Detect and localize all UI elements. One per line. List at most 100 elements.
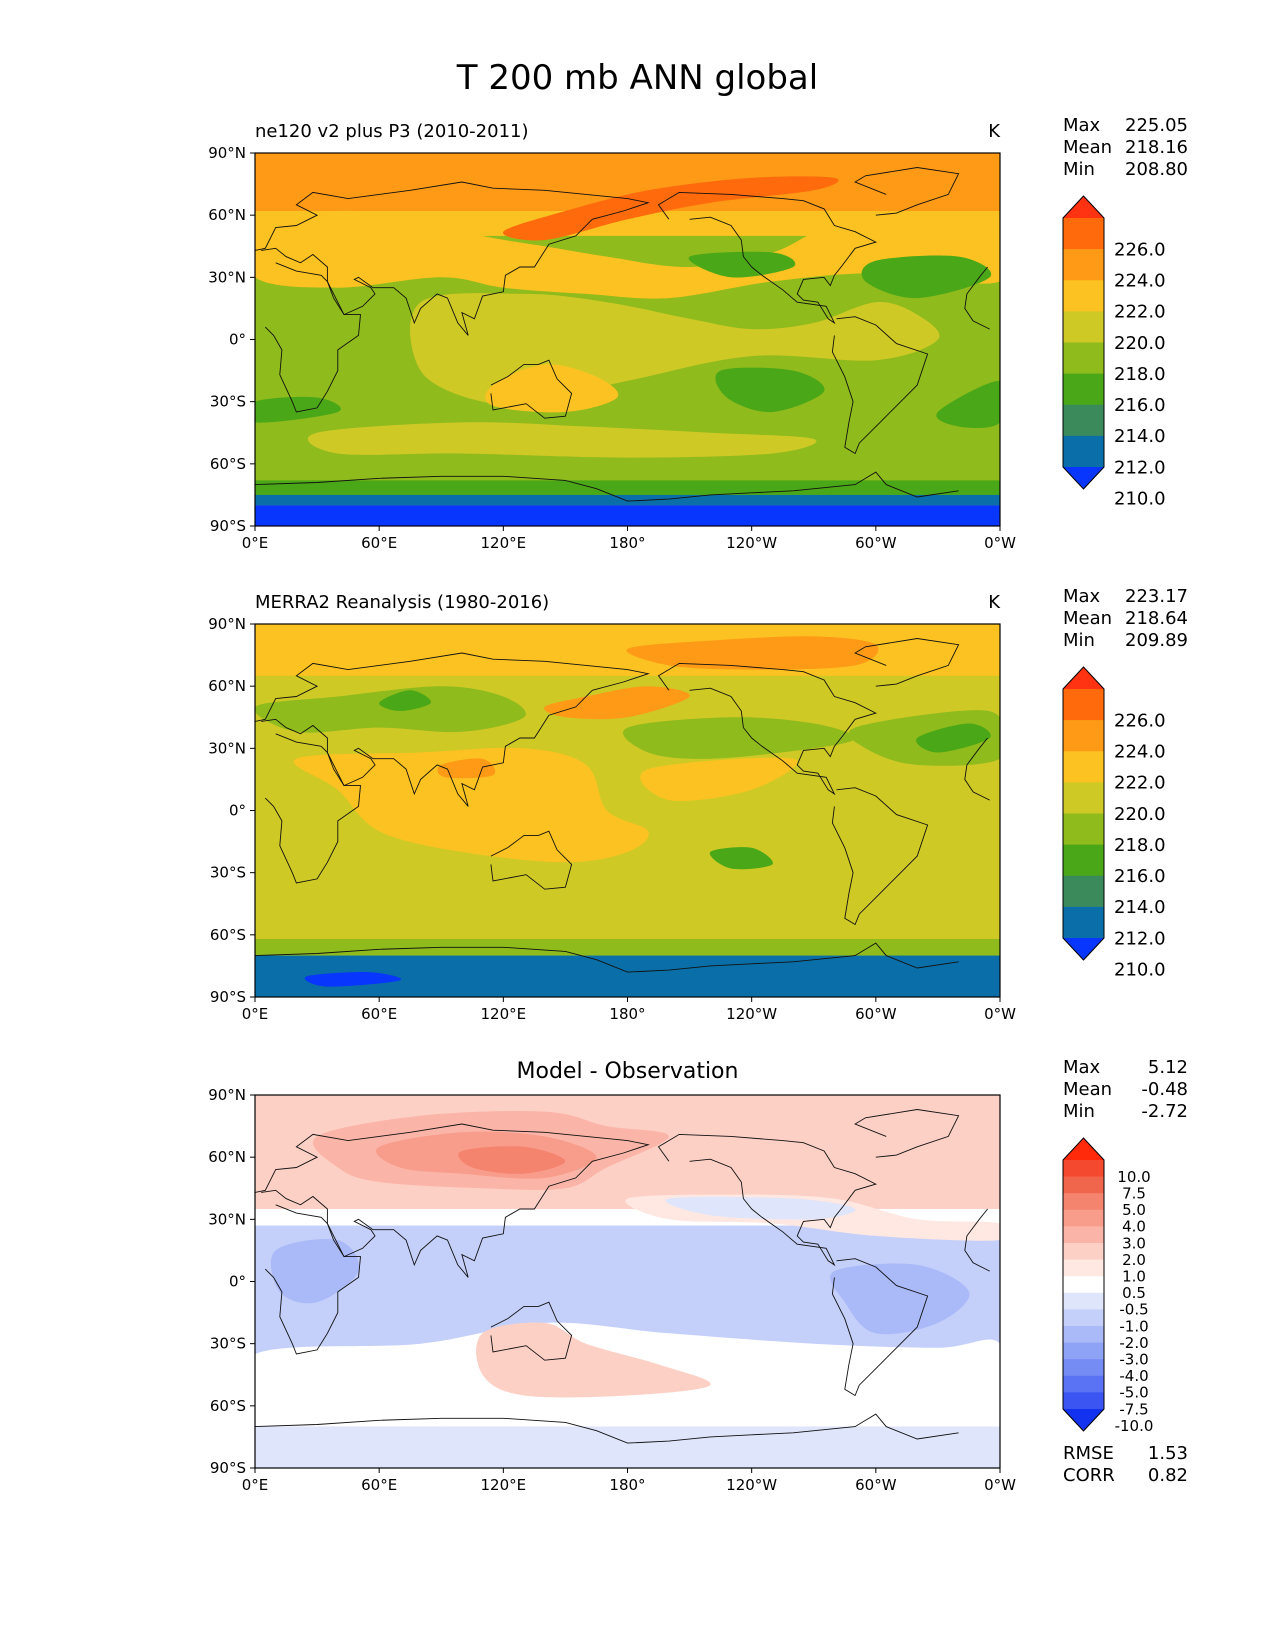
colorbar-tick-label: 226.0 bbox=[1114, 710, 1166, 731]
colorbar-tick-label: 216.0 bbox=[1114, 395, 1166, 416]
colorbar-outline bbox=[1062, 666, 1105, 961]
coastline-2-0 bbox=[490, 830, 573, 890]
contour-band-4 bbox=[255, 505, 1000, 526]
colorbar-tick-label: 210.0 bbox=[1114, 488, 1166, 509]
colorbar-segment bbox=[1063, 1359, 1104, 1377]
coastline-1-1 bbox=[255, 652, 650, 807]
colorbar-segment bbox=[1063, 1259, 1104, 1277]
colorbar-segment bbox=[1063, 1209, 1104, 1227]
colorbar-tick-label: 226.0 bbox=[1114, 239, 1166, 260]
lon-tick-label: 0°E bbox=[242, 1476, 269, 1494]
stat-label: Mean bbox=[1063, 137, 1113, 158]
lon-tick-label: 120°W bbox=[726, 1005, 777, 1023]
stat-label: RMSE bbox=[1063, 1443, 1114, 1464]
lon-tick-label: 60°E bbox=[361, 1005, 397, 1023]
colorbar-tick-label: 220.0 bbox=[1114, 333, 1166, 354]
lon-tick-label: 60°E bbox=[361, 534, 397, 552]
colorbar-tick-label: -7.5 bbox=[1119, 1400, 1148, 1418]
lat-tick-label: 60°N bbox=[208, 1148, 246, 1166]
lat-tick-label: 60°S bbox=[210, 455, 246, 473]
colorbar-tick-label: 7.5 bbox=[1122, 1184, 1146, 1202]
colorbar-extend-max bbox=[1063, 196, 1104, 218]
lat-tick-label: 60°N bbox=[208, 206, 246, 224]
lon-tick-label: 120°E bbox=[481, 1005, 527, 1023]
panel-left-title: ne120 v2 plus P3 (2010-2011) bbox=[255, 121, 529, 142]
lon-tick-label: 120°E bbox=[481, 534, 527, 552]
stat-label: Max bbox=[1063, 115, 1101, 136]
panel-units-label: K bbox=[988, 592, 1000, 613]
contour-region-5 bbox=[476, 1322, 711, 1398]
map-axes: 90°N 60°N 30°N 0° 30°S 60°S 90°S0°E 60°E 120°E 18… bbox=[208, 615, 1016, 1023]
stat-value: 218.64 bbox=[1125, 608, 1188, 629]
colorbar-segment bbox=[1063, 1375, 1104, 1393]
lon-tick-label: 120°W bbox=[726, 1476, 777, 1494]
coastline-5-0 bbox=[854, 1109, 960, 1158]
colorbar-tick-label: 3.0 bbox=[1122, 1234, 1146, 1252]
colorbar-segment bbox=[1063, 1392, 1104, 1410]
contour-region-10 bbox=[379, 690, 432, 711]
lat-tick-label: 90°N bbox=[208, 144, 246, 162]
figure-title: T 200 mb ANN global bbox=[456, 58, 819, 98]
colorbar: 226.0 224.0 222.0 220.0 218.0 216.0 214.0 212.0… bbox=[1062, 666, 1166, 980]
stat-value: 0.82 bbox=[1147, 1465, 1188, 1486]
colorbar-tick-label: -4.0 bbox=[1119, 1367, 1148, 1385]
colorbar-extend-min bbox=[1063, 938, 1104, 960]
stat-label: CORR bbox=[1063, 1465, 1115, 1486]
colorbar-tick-label: 214.0 bbox=[1114, 897, 1166, 918]
contour-region-1 bbox=[622, 717, 856, 759]
lat-tick-label: 60°S bbox=[210, 926, 246, 944]
colorbar-segment bbox=[1063, 249, 1104, 281]
stat-row: Min 208.80 bbox=[1063, 159, 1188, 181]
colorbar-tick-label: 5.0 bbox=[1122, 1201, 1146, 1219]
colorbar-outline bbox=[1062, 195, 1105, 490]
coastline-6-0 bbox=[255, 471, 959, 502]
colorbar-extend-max bbox=[1063, 1138, 1104, 1160]
colorbar-segment bbox=[1063, 373, 1104, 406]
colorbar-tick-label: 218.0 bbox=[1114, 835, 1166, 856]
colorbar-segment bbox=[1063, 1309, 1104, 1327]
contour-region-10 bbox=[255, 396, 341, 423]
colorbar-outline bbox=[1062, 1137, 1105, 1432]
stat-value: 209.89 bbox=[1125, 630, 1188, 651]
colorbar-segment bbox=[1063, 1342, 1104, 1360]
colorbar-tick-label: 10.0 bbox=[1117, 1168, 1150, 1186]
lat-tick-label: 30°S bbox=[210, 1335, 246, 1353]
lon-tick-label: 60°W bbox=[855, 1476, 897, 1494]
contour-region-2 bbox=[307, 422, 817, 458]
lat-tick-label: 90°S bbox=[210, 1459, 246, 1477]
contour-region-9 bbox=[327, 1429, 974, 1449]
lon-tick-label: 0°W bbox=[984, 534, 1016, 552]
colorbar-tick-label: 214.0 bbox=[1114, 426, 1166, 447]
lon-tick-label: 0°E bbox=[242, 1005, 269, 1023]
lon-tick-label: 0°W bbox=[984, 1005, 1016, 1023]
colorbar-tick-label: -5.0 bbox=[1119, 1384, 1148, 1402]
coastline-0-1 bbox=[264, 1204, 361, 1355]
colorbar-segment bbox=[1063, 875, 1104, 908]
lon-tick-label: 60°E bbox=[361, 1476, 397, 1494]
coastline-0-2 bbox=[964, 737, 990, 801]
contour-region-7 bbox=[829, 1263, 970, 1335]
stat-value: -0.48 bbox=[1141, 1079, 1188, 1100]
colorbar-segment bbox=[1063, 404, 1104, 437]
stat-label: Mean bbox=[1063, 1079, 1113, 1100]
stat-row: Max 225.05 bbox=[1063, 115, 1188, 137]
colorbar-tick-label: -0.5 bbox=[1119, 1301, 1148, 1319]
lon-tick-label: 180° bbox=[609, 1005, 645, 1023]
contour-band-1 bbox=[255, 938, 1000, 956]
stat-label: Min bbox=[1063, 1101, 1095, 1122]
contour-region-6 bbox=[544, 686, 690, 720]
panel-left-title: MERRA2 Reanalysis (1980-2016) bbox=[255, 592, 550, 613]
stat-row: Max 5.12 bbox=[1063, 1057, 1188, 1079]
colorbar-segment bbox=[1063, 280, 1104, 312]
panel-units-label: K bbox=[988, 121, 1000, 142]
contour-region-8 bbox=[665, 1196, 856, 1220]
colorbar-tick-label: 222.0 bbox=[1114, 773, 1166, 794]
colorbar-segment bbox=[1063, 1226, 1104, 1244]
colorbar-tick-label: 2.0 bbox=[1122, 1251, 1146, 1269]
coastline-4-0 bbox=[831, 1258, 929, 1397]
coastline-6-0 bbox=[255, 1413, 959, 1444]
colorbar-segment bbox=[1063, 1292, 1104, 1310]
coastline-2-0 bbox=[490, 1301, 573, 1361]
contour-region-6 bbox=[688, 251, 796, 278]
colorbar-segment bbox=[1063, 1193, 1104, 1211]
